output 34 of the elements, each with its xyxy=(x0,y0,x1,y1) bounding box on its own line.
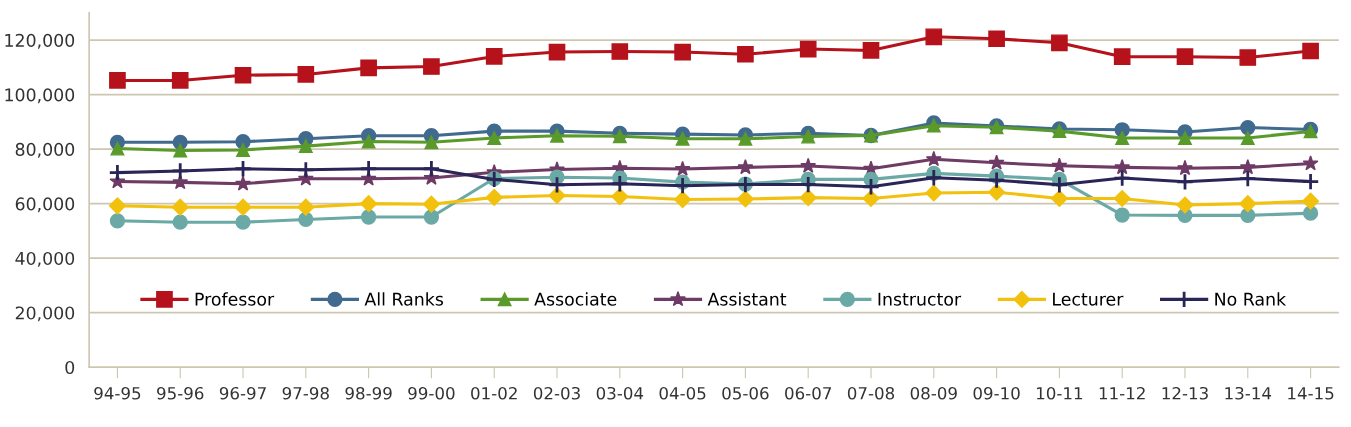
x-tick-label: 11-12 xyxy=(1099,386,1145,400)
x-tick-label: 01-02 xyxy=(471,386,517,400)
y-tick-label: 60,000 xyxy=(15,197,75,213)
legend-label: Professor xyxy=(195,292,275,306)
y-tick-label: 80,000 xyxy=(15,142,75,158)
x-tick-label: 95-96 xyxy=(157,386,204,400)
x-tick-label: 06-07 xyxy=(785,386,831,400)
x-tick-label: 13-14 xyxy=(1225,386,1272,400)
x-tick-label: 09-10 xyxy=(973,386,1020,400)
y-tick-label: 20,000 xyxy=(15,306,75,322)
y-tick-label: 120,000 xyxy=(5,33,75,49)
legend-label: Instructor xyxy=(878,292,962,306)
legend-label: Lecturer xyxy=(1053,292,1124,306)
legend-label: Assistant xyxy=(707,292,787,306)
x-tick-label: 05-06 xyxy=(722,386,769,400)
x-tick-label: 94-95 xyxy=(94,386,141,400)
x-tick-label: 12-13 xyxy=(1162,386,1208,400)
x-tick-label: 03-04 xyxy=(596,386,644,400)
x-tick-label: 08-09 xyxy=(910,386,957,400)
x-tick-label: 10-11 xyxy=(1037,386,1083,400)
x-tick-label: 99-00 xyxy=(408,386,455,400)
x-tick-label: 96-97 xyxy=(219,386,266,400)
legend-label: No Rank xyxy=(1215,292,1287,306)
x-tick-label: 04-05 xyxy=(659,386,706,400)
x-tick-label: 98-99 xyxy=(345,386,392,400)
y-tick-label: 100,000 xyxy=(5,88,75,104)
x-tick-label: 02-03 xyxy=(533,386,580,400)
legend-label: All Ranks xyxy=(364,292,444,306)
x-tick-label: 07-08 xyxy=(847,386,895,400)
y-tick-label: 0 xyxy=(65,360,75,375)
x-tick-label: 14-15 xyxy=(1288,387,1334,400)
y-tick-label: 40,000 xyxy=(15,251,75,267)
x-tick-label: 97-98 xyxy=(282,386,329,400)
legend-label: Associate xyxy=(534,292,617,306)
